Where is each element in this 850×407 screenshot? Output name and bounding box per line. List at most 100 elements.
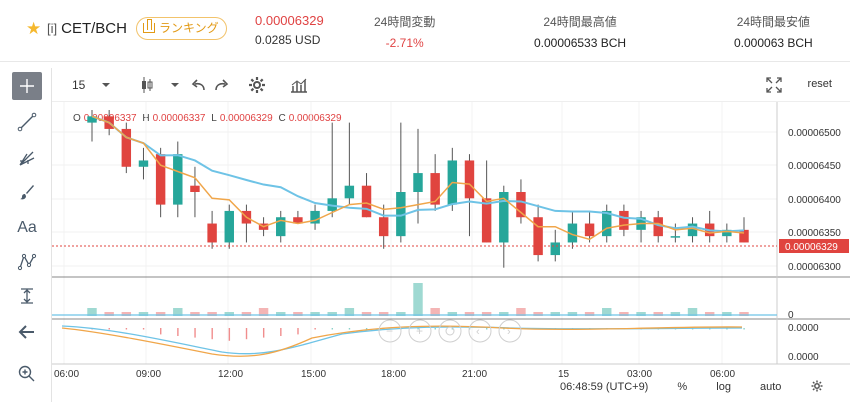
back-tool[interactable] bbox=[12, 318, 42, 346]
chart-plot[interactable]: 0.00006329 0.00006500 0.00006450 0.00006… bbox=[52, 102, 850, 402]
change-stat: 24時間変動 -2.71% bbox=[374, 13, 435, 50]
macd-histogram-bar bbox=[177, 328, 179, 336]
text-tool[interactable]: Aa bbox=[12, 214, 42, 242]
macd-histogram-bar bbox=[211, 328, 213, 340]
price-axis[interactable]: 0.00006500 0.00006450 0.00006400 0.00006… bbox=[788, 128, 841, 363]
ohlc-close-key: C bbox=[278, 113, 286, 124]
zoom-in-icon bbox=[18, 365, 35, 382]
redo-icon bbox=[215, 79, 229, 91]
chevron-down-icon bbox=[102, 83, 111, 87]
volume-bar bbox=[173, 308, 183, 316]
text-tool-icon: Aa bbox=[17, 219, 37, 236]
chart-grid bbox=[52, 102, 777, 364]
volume-bar bbox=[704, 312, 715, 316]
volume-bar bbox=[464, 312, 475, 316]
macd-histogram-bar bbox=[348, 328, 351, 330]
indicators-button[interactable] bbox=[290, 76, 308, 94]
percent-toggle[interactable]: % bbox=[677, 381, 688, 393]
gear-icon[interactable] bbox=[811, 380, 823, 392]
redo-button[interactable] bbox=[214, 76, 230, 94]
trendline-tool[interactable] bbox=[12, 108, 42, 136]
chevron-left-icon: ‹ bbox=[476, 326, 480, 338]
pair-prefix: [i] bbox=[47, 21, 58, 36]
ranking-label: ランキング bbox=[159, 21, 219, 35]
zoom-tool[interactable] bbox=[12, 360, 42, 388]
candle-body bbox=[293, 217, 303, 224]
high-value: 0.00006533 BCH bbox=[534, 36, 627, 50]
minus-icon: − bbox=[386, 324, 393, 338]
measure-icon bbox=[21, 288, 33, 304]
macd-tick: 0.0000 bbox=[788, 352, 819, 363]
candle-body bbox=[138, 160, 149, 167]
ranking-button[interactable]: ランキング bbox=[136, 17, 227, 40]
volume-bar bbox=[310, 312, 320, 316]
candlestick-chart[interactable]: 0.00006329 0.00006500 0.00006450 0.00006… bbox=[52, 102, 850, 402]
volume-bar bbox=[207, 312, 217, 316]
interval-value: 15 bbox=[72, 78, 86, 92]
log-toggle[interactable]: log bbox=[716, 381, 731, 393]
volume-bar bbox=[584, 312, 595, 316]
volume-bar bbox=[155, 312, 166, 316]
macd-histogram-bar bbox=[194, 328, 196, 338]
high-stat: 24時間最高値 0.00006533 BCH bbox=[534, 13, 626, 50]
brush-tool[interactable] bbox=[12, 178, 42, 206]
chart-type-button[interactable] bbox=[140, 76, 180, 94]
volume-bar bbox=[550, 312, 560, 316]
undo-icon bbox=[191, 79, 205, 91]
volume-bar bbox=[739, 312, 749, 316]
reset-control[interactable] bbox=[438, 319, 462, 343]
macd-histogram-bar bbox=[125, 328, 128, 330]
candle-body bbox=[207, 223, 217, 243]
macd-histogram-bar bbox=[228, 328, 231, 341]
candle-body bbox=[464, 160, 475, 199]
macd-histogram-bar bbox=[743, 328, 745, 330]
volume-pane bbox=[87, 283, 749, 316]
replay-controls[interactable]: − + ‹ › bbox=[378, 319, 522, 343]
auto-toggle[interactable]: auto bbox=[760, 381, 782, 393]
candle-body bbox=[550, 242, 560, 256]
drawing-toolbar: Aa bbox=[0, 68, 52, 402]
change-label: 24時間変動 bbox=[374, 15, 436, 29]
time-tick: 18:00 bbox=[381, 369, 406, 380]
interval-select[interactable]: 15 bbox=[72, 76, 111, 94]
undo-button[interactable] bbox=[190, 76, 206, 94]
price-tick: 0.00006500 bbox=[788, 128, 841, 139]
price-tick: 0.00006450 bbox=[788, 161, 841, 172]
crosshair-tool[interactable] bbox=[12, 72, 42, 100]
reset-button[interactable]: reset bbox=[807, 78, 832, 90]
fullscreen-button[interactable] bbox=[766, 76, 782, 94]
pattern-tool[interactable] bbox=[12, 248, 42, 276]
volume-bar bbox=[687, 308, 698, 316]
high-label: 24時間最高値 bbox=[543, 15, 617, 29]
zoom-out-control[interactable] bbox=[378, 319, 402, 343]
indicator-chart-icon bbox=[291, 78, 307, 93]
macd-histogram-bar bbox=[245, 328, 248, 340]
scroll-right-control[interactable] bbox=[498, 319, 522, 343]
server-time: 06:48:59 (UTC+9) bbox=[560, 381, 649, 393]
macd-histogram-bar bbox=[417, 328, 419, 330]
time-tick: 06:00 bbox=[54, 369, 79, 380]
volume-bar bbox=[481, 312, 492, 316]
time-axis[interactable]: 06:00 09:00 12:00 15:00 18:00 21:00 15 0… bbox=[54, 369, 735, 380]
candle-body bbox=[722, 229, 732, 237]
status-bar: 06:48:59 (UTC+9) % log auto bbox=[560, 380, 823, 393]
fib-tool[interactable] bbox=[12, 144, 42, 172]
candle-body bbox=[481, 198, 492, 243]
pitchfork-icon bbox=[19, 151, 35, 166]
volume-bar bbox=[602, 308, 612, 316]
scroll-left-control[interactable] bbox=[468, 319, 492, 343]
zoom-in-control[interactable] bbox=[408, 319, 432, 343]
volume-bar bbox=[87, 308, 97, 316]
measure-tool[interactable] bbox=[12, 282, 42, 310]
brush-icon bbox=[20, 185, 34, 200]
favorite-star-icon[interactable]: ★ bbox=[26, 19, 42, 38]
candle-body bbox=[533, 217, 543, 256]
settings-button[interactable] bbox=[248, 76, 266, 94]
candle-body bbox=[602, 210, 612, 237]
reset-control-icon bbox=[445, 326, 455, 336]
candles-layer bbox=[87, 110, 749, 268]
macd-histogram-bar bbox=[451, 328, 454, 330]
macd-signal-line bbox=[61, 325, 743, 355]
macd-histogram-bar bbox=[726, 328, 728, 330]
candle-body bbox=[413, 173, 423, 192]
